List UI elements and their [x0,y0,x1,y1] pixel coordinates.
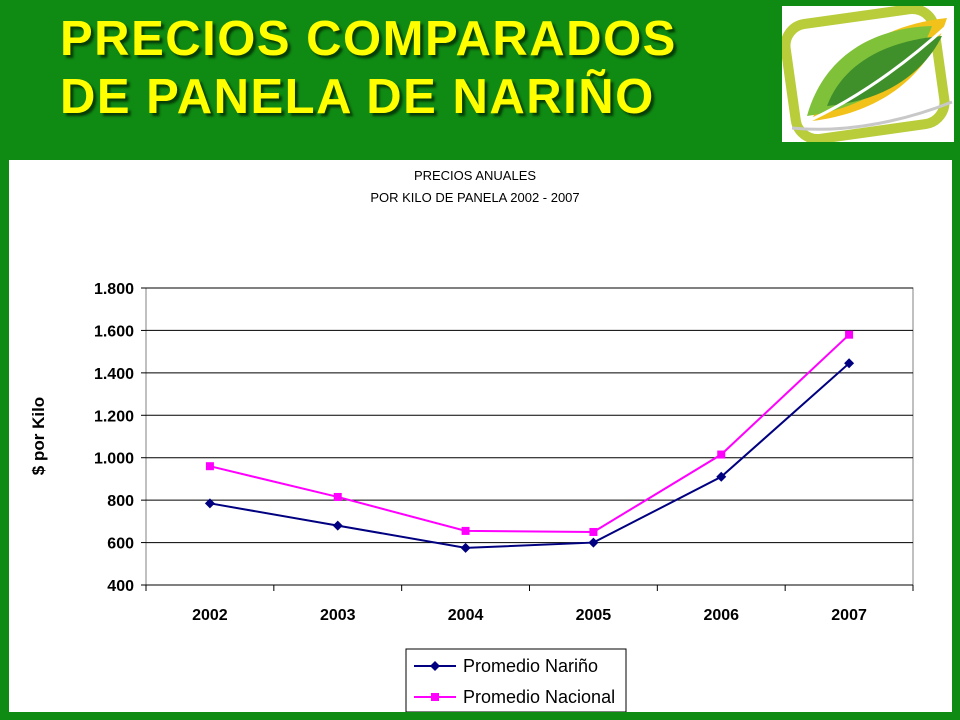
data-point [333,492,342,501]
y-tick-label: 1.000 [94,451,134,468]
x-tick-label: 2005 [576,607,612,624]
data-point [844,358,855,369]
y-tick-label: 600 [107,536,134,553]
y-tick-label: 1.600 [94,323,134,340]
y-tick-label: 1.800 [94,281,134,298]
series-line [209,362,850,549]
data-point [430,661,440,671]
y-tick-label: 1.400 [94,366,134,383]
line-chart: PRECIOS ANUALES POR KILO DE PANELA 2002 … [29,168,914,712]
chart-title-line-2: POR KILO DE PANELA 2002 - 2007 [370,190,579,205]
plot-area [145,287,914,586]
y-tick-label: 400 [107,578,134,595]
slide-title-line-2: DE PANELA DE NARIÑO [60,70,655,124]
green-leaf-logo-icon [780,3,953,145]
chart-area: PRECIOS ANUALES POR KILO DE PANELA 2002 … [9,160,952,712]
y-tick-label: 1.200 [94,408,134,425]
y-axis-label: $ por Kilo [29,397,48,475]
legend-label: Promedio Nariño [463,656,598,676]
data-point [460,542,471,553]
data-point [431,693,439,701]
slide-title: PRECIOS COMPARADOS DE PANELA DE NARIÑO [60,10,677,126]
x-tick-label: 2002 [192,607,228,624]
data-point [204,498,215,509]
x-tick-label: 2006 [703,607,739,624]
data-point [588,537,599,548]
legend [405,648,627,712]
data-point [205,462,214,471]
data-point [845,330,854,339]
logo [780,3,954,145]
slide-title-line-1: PRECIOS COMPARADOS [60,12,677,66]
data-point [717,450,726,459]
x-tick-label: 2007 [831,607,867,624]
x-tick-label: 2003 [320,607,356,624]
data-point [461,526,470,535]
data-point [332,520,343,531]
legend-label: Promedio Nacional [463,687,615,707]
x-tick-label: 2004 [448,607,484,624]
data-point [716,471,727,482]
series-line [209,333,850,533]
y-tick-label: 800 [107,493,134,510]
chart-title-line-1: PRECIOS ANUALES [414,168,536,183]
data-point [589,527,598,536]
